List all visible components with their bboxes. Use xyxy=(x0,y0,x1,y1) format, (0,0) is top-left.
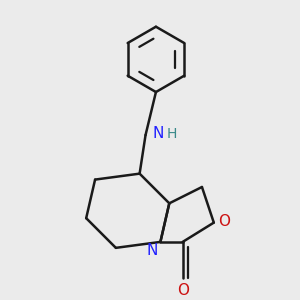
Text: H: H xyxy=(167,127,177,141)
Text: N: N xyxy=(153,126,164,141)
Text: O: O xyxy=(177,284,189,298)
Text: N: N xyxy=(146,242,158,257)
Text: O: O xyxy=(218,214,230,229)
